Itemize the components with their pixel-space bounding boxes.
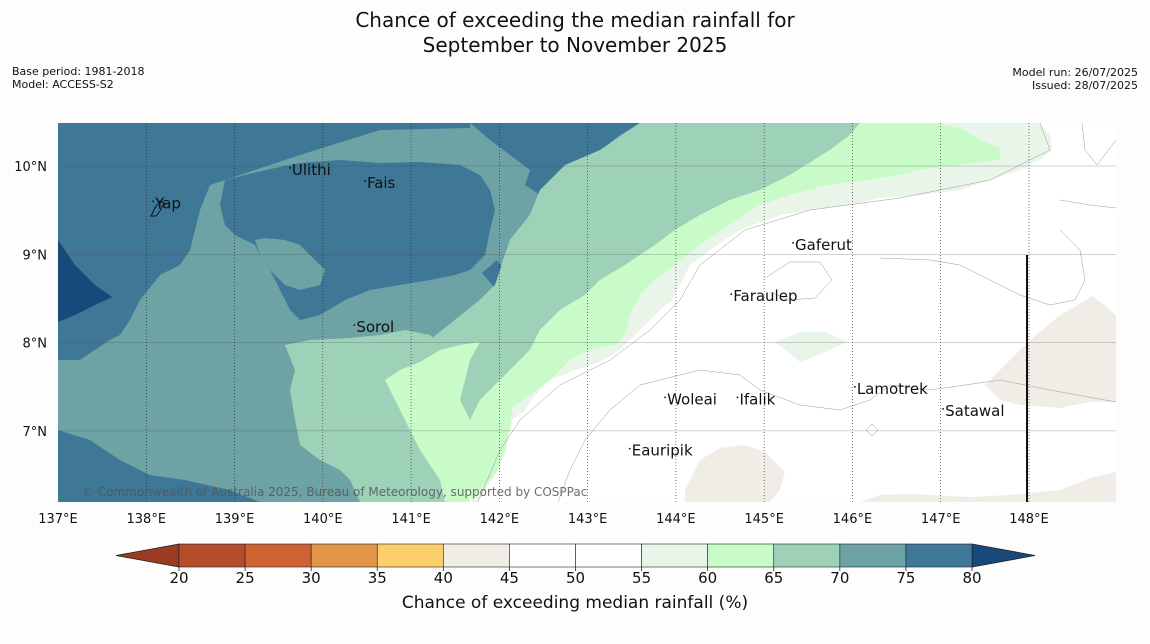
place-label-woleai: Woleai (667, 390, 717, 408)
title-line-1: Chance of exceeding the median rainfall … (355, 8, 795, 32)
region-75-80-west (58, 123, 470, 360)
region-75-80-ne (470, 123, 640, 195)
region-40-45-east (985, 296, 1116, 408)
place-marker (353, 324, 356, 326)
colorbar-segment (905, 543, 973, 568)
latitude-tick-label: 10°N (14, 160, 47, 175)
issued-date: Issued: 28/07/2025 (1031, 79, 1138, 92)
base-period: Base period: 1981-2018 (12, 65, 145, 78)
graticule (58, 123, 1116, 502)
map-fields (58, 123, 1116, 502)
colorbar-tick-label: 25 (236, 569, 255, 587)
place-label-fais: Fais (367, 174, 396, 192)
colorbar-tick-label: 65 (764, 569, 783, 587)
colorbar-tick-label: 70 (830, 569, 849, 587)
colorbar-tick-label: 45 (500, 569, 519, 587)
colorbar-segment (244, 543, 312, 568)
colorbar-segment (707, 543, 775, 568)
region-75-80-south (58, 430, 260, 502)
longitude-tick-label: 146°E (833, 512, 873, 527)
place-marker (736, 396, 739, 399)
colorbar-tick-label: 30 (302, 569, 321, 587)
longitude-tick-label: 141°E (391, 512, 431, 527)
place-label-faraulep: Faraulep (733, 287, 797, 305)
colorbar-segment (839, 543, 907, 568)
region-60-65-west (385, 342, 480, 502)
place-label-lamotrek: Lamotrek (857, 380, 928, 398)
region-70-75-hole (255, 238, 325, 290)
copyright-notice: © Commonwealth of Australia 2025, Bureau… (82, 485, 587, 499)
longitude-tick-label: 140°E (303, 512, 343, 527)
latitude-tick-label: 9°N (23, 248, 48, 263)
model-name: Model: ACCESS-S2 (12, 78, 114, 91)
colorbar-tick-label: 35 (368, 569, 387, 587)
place-labels: Yap Ulithi Fais Sorol Gaferut Faraulep Woleai I… (152, 161, 1005, 460)
colorbar-segment (310, 543, 378, 568)
place-marker (942, 407, 945, 410)
colorbar: 20 25 30 35 40 45 50 55 60 65 70 75 80 (115, 543, 1036, 587)
place-label-sorol: Sorol (356, 318, 394, 336)
colorbar-tick-label: 55 (632, 569, 651, 587)
colorbar-tick-label: 50 (566, 569, 585, 587)
colorbar-segment (376, 543, 444, 568)
place-label-gaferut: Gaferut (795, 236, 852, 254)
latitude-tick-label: 8°N (23, 337, 48, 352)
region-40-45-se (860, 472, 1116, 502)
place-label-ifalik: Ifalik (739, 390, 775, 408)
longitude-labels: 137°E 138°E 139°E 140°E 141°E 142°E 143°E 144°E… (38, 512, 1049, 527)
colorbar-under-arrow (115, 543, 180, 568)
colorbar-segment (575, 543, 642, 568)
longitude-tick-label: 139°E (215, 512, 255, 527)
place-marker (853, 385, 856, 388)
place-label-satawal: Satawal (945, 402, 1004, 420)
longitude-tick-label: 138°E (127, 512, 167, 527)
place-marker (664, 396, 666, 399)
title-line-2: September to November 2025 (422, 33, 728, 57)
colorbar-tick-label: 75 (896, 569, 915, 587)
chart-title: Chance of exceeding the median rainfall … (0, 8, 1150, 58)
latitude-labels: 10°N 9°N 8°N 7°N (14, 160, 47, 440)
place-marker (730, 293, 733, 295)
longitude-tick-label: 143°E (568, 512, 608, 527)
colorbar-segment (443, 543, 510, 568)
region-55-60 (472, 123, 1052, 502)
colorbar-tick-label: 20 (169, 569, 188, 587)
yap-island-shape (150, 200, 165, 217)
region-40-45-south (685, 445, 785, 502)
longitude-tick-label: 145°E (744, 512, 784, 527)
place-label-yap: Yap (154, 194, 181, 212)
colorbar-over-arrow (971, 543, 1036, 568)
place-marker (364, 180, 366, 182)
meta-right: Model run: 26/07/2025 Issued: 28/07/2025 (1012, 66, 1138, 92)
contour-lines (477, 123, 1116, 502)
longitude-tick-label: 148°E (1009, 512, 1049, 527)
colorbar-segment (509, 543, 576, 568)
model-run: Model run: 26/07/2025 (1012, 66, 1138, 79)
colorbar-segment (178, 543, 246, 568)
place-marker (628, 447, 631, 450)
place-label-eauripik: Eauripik (632, 442, 693, 460)
colorbar-segment (641, 543, 708, 568)
colorbar-tick-label: 40 (434, 569, 453, 587)
region-70-75-islands (58, 290, 360, 502)
place-marker (152, 200, 154, 203)
region-60-65 (465, 123, 1000, 502)
colorbar-tick-label: 60 (698, 569, 717, 587)
place-label-ulithi: Ulithi (292, 161, 331, 179)
meta-left: Base period: 1981-2018 Model: ACCESS-S2 (12, 65, 144, 91)
longitude-tick-label: 147°E (921, 512, 961, 527)
longitude-tick-label: 137°E (38, 512, 78, 527)
colorbar-segment (773, 543, 841, 568)
longitude-tick-label: 142°E (480, 512, 520, 527)
region-80-plus (58, 240, 112, 322)
place-marker (792, 241, 794, 244)
latitude-tick-label: 7°N (23, 425, 48, 440)
colorbar-tick-label: 80 (962, 569, 981, 587)
longitude-tick-label: 144°E (656, 512, 696, 527)
colorbar-label: Chance of exceeding median rainfall (%) (401, 593, 749, 613)
place-marker (289, 166, 291, 169)
region-55-60-lens (775, 332, 848, 362)
